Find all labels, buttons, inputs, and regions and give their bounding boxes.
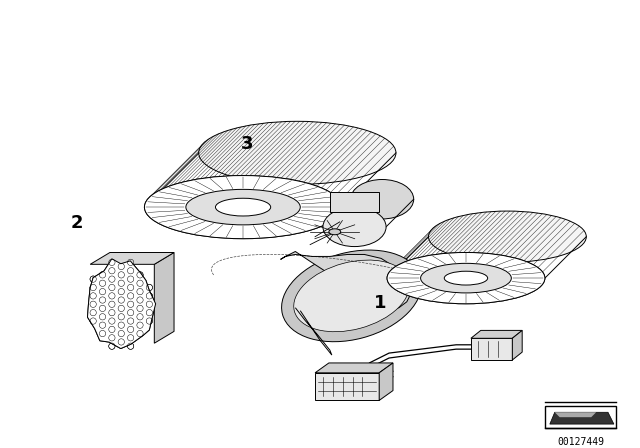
Polygon shape: [88, 259, 156, 349]
Bar: [471, 338, 513, 360]
Ellipse shape: [198, 121, 396, 185]
Ellipse shape: [429, 211, 586, 263]
Ellipse shape: [186, 190, 300, 225]
Ellipse shape: [145, 176, 342, 239]
Ellipse shape: [387, 253, 545, 304]
Ellipse shape: [216, 198, 271, 216]
Polygon shape: [154, 253, 174, 343]
Polygon shape: [555, 412, 596, 417]
Text: 1: 1: [374, 294, 386, 312]
Polygon shape: [379, 363, 393, 401]
Polygon shape: [471, 331, 522, 338]
Ellipse shape: [351, 180, 413, 219]
Polygon shape: [315, 363, 393, 373]
Bar: [545, 406, 616, 428]
Ellipse shape: [282, 250, 422, 342]
Ellipse shape: [444, 271, 488, 285]
Ellipse shape: [329, 229, 340, 235]
Polygon shape: [330, 192, 379, 212]
Text: 2: 2: [71, 214, 83, 232]
Bar: [315, 373, 379, 401]
Polygon shape: [280, 251, 411, 310]
Ellipse shape: [294, 260, 410, 332]
Polygon shape: [88, 259, 156, 349]
Ellipse shape: [323, 207, 386, 246]
Ellipse shape: [145, 176, 342, 239]
Text: 3: 3: [241, 134, 253, 153]
Polygon shape: [550, 412, 614, 424]
Ellipse shape: [387, 253, 545, 304]
Polygon shape: [90, 253, 174, 264]
Ellipse shape: [420, 263, 511, 293]
Polygon shape: [513, 331, 522, 360]
Text: 00127449: 00127449: [557, 437, 604, 447]
